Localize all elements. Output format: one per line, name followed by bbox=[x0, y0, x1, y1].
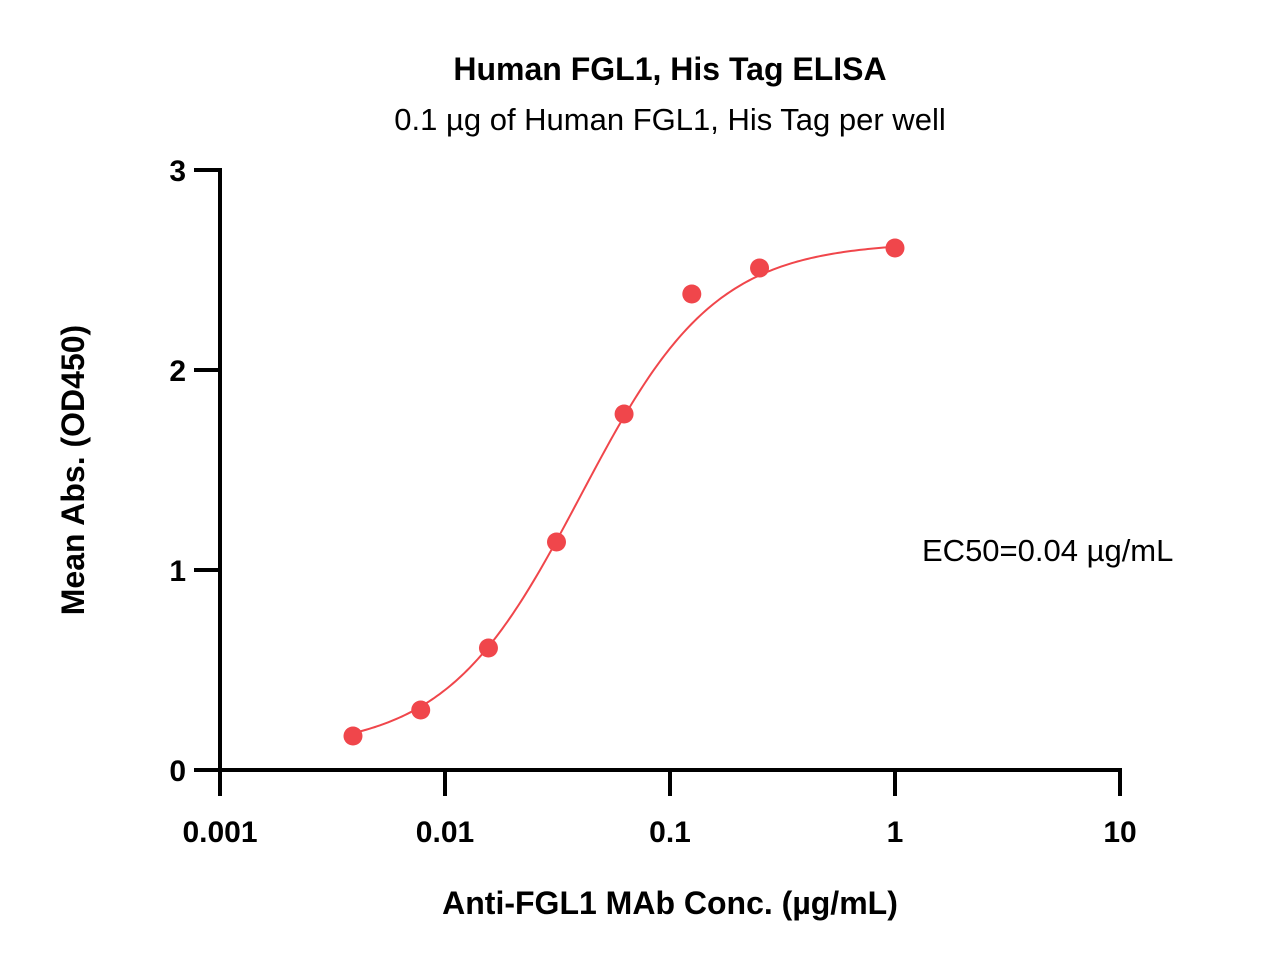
y-tick-label: 3 bbox=[169, 155, 186, 188]
data-point bbox=[411, 700, 431, 720]
axes: 0 1 2 3 0.001 0.01 0.1 1 10 bbox=[169, 155, 1136, 849]
data-point bbox=[343, 726, 363, 746]
x-tick-label: 0.001 bbox=[182, 816, 257, 849]
data-point bbox=[546, 532, 566, 552]
ec50-annotation: EC50=0.04 µg/mL bbox=[922, 533, 1173, 568]
y-tick-label: 1 bbox=[169, 555, 186, 588]
chart-title: Human FGL1, His Tag ELISA bbox=[453, 51, 886, 87]
chart-subtitle: 0.1 µg of Human FGL1, His Tag per well bbox=[394, 102, 945, 137]
data-point bbox=[682, 284, 702, 304]
y-ticks: 0 1 2 3 bbox=[169, 155, 220, 788]
y-tick-label: 0 bbox=[169, 755, 186, 788]
x-axis-label: Anti-FGL1 MAb Conc. (µg/mL) bbox=[442, 885, 898, 921]
x-tick-label: 10 bbox=[1103, 816, 1136, 849]
y-tick-label: 2 bbox=[169, 355, 186, 388]
data-point bbox=[885, 238, 905, 258]
x-tick-label: 0.01 bbox=[416, 816, 474, 849]
x-tick-label: 1 bbox=[887, 816, 904, 849]
y-axis-label: Mean Abs. (OD450) bbox=[55, 325, 91, 615]
x-ticks: 0.001 0.01 0.1 1 10 bbox=[182, 770, 1137, 849]
fit-curve bbox=[352, 245, 896, 735]
data-points bbox=[343, 238, 905, 746]
data-point bbox=[614, 404, 634, 424]
plot-area bbox=[343, 238, 905, 746]
data-point bbox=[478, 638, 498, 658]
data-point bbox=[750, 258, 770, 278]
x-tick-label: 0.1 bbox=[649, 816, 691, 849]
